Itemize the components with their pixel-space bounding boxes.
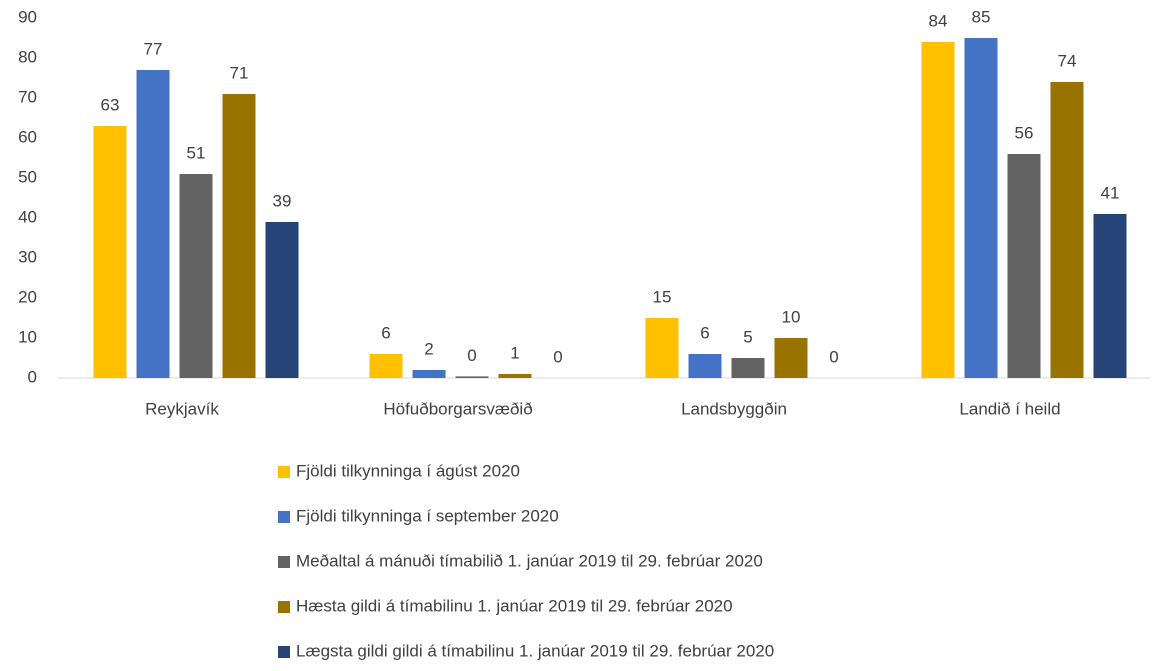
legend-swatch	[278, 556, 290, 568]
data-label: 5	[743, 327, 752, 346]
data-label: 39	[273, 191, 292, 210]
data-label: 0	[553, 347, 562, 366]
data-label: 10	[782, 307, 801, 326]
bar	[412, 370, 446, 378]
bar	[688, 354, 722, 378]
legend-swatch	[278, 601, 290, 613]
data-label: 56	[1015, 123, 1034, 142]
bar	[369, 354, 403, 378]
bar	[774, 338, 808, 378]
x-tick-label: Höfuðborgarsvæðið	[383, 399, 532, 418]
bar	[179, 174, 213, 378]
bar	[1007, 154, 1041, 378]
bar	[1050, 82, 1084, 378]
bar	[222, 94, 256, 378]
bar	[1093, 214, 1127, 378]
y-tick-label: 60	[18, 127, 37, 146]
data-label: 1	[510, 343, 519, 362]
bar	[455, 376, 489, 378]
bar	[93, 126, 127, 378]
legend-swatch	[278, 511, 290, 523]
data-label: 51	[187, 143, 206, 162]
data-label: 41	[1101, 183, 1120, 202]
data-label: 2	[424, 339, 433, 358]
legend-label: Meðaltal á mánuði tímabilið 1. janúar 20…	[296, 551, 763, 570]
data-label: 63	[101, 95, 120, 114]
legend-swatch	[278, 466, 290, 478]
y-tick-label: 70	[18, 87, 37, 106]
bar	[136, 70, 170, 378]
x-tick-label: Landið í heild	[959, 399, 1060, 418]
data-label: 15	[653, 287, 672, 306]
data-label: 74	[1058, 51, 1077, 70]
y-tick-label: 30	[18, 247, 37, 266]
y-tick-label: 80	[18, 47, 37, 66]
y-tick-label: 20	[18, 287, 37, 306]
legend-label: Lægsta gildi gildi á tímabilinu 1. janúa…	[296, 641, 774, 660]
data-label: 71	[230, 63, 249, 82]
bar	[265, 222, 299, 378]
data-label: 85	[972, 7, 991, 26]
data-label: 0	[829, 347, 838, 366]
x-tick-label: Reykjavík	[145, 399, 219, 418]
y-tick-label: 10	[18, 327, 37, 346]
bar	[498, 374, 532, 378]
bar	[731, 358, 765, 378]
legend-swatch	[278, 646, 290, 658]
y-tick-label: 50	[18, 167, 37, 186]
bar	[964, 38, 998, 378]
legend-label: Hæsta gildi á tímabilinu 1. janúar 2019 …	[296, 596, 733, 615]
y-tick-label: 90	[18, 7, 37, 26]
y-tick-label: 40	[18, 207, 37, 226]
legend-label: Fjöldi tilkynninga í ágúst 2020	[296, 461, 520, 480]
bar	[645, 318, 679, 378]
data-label: 77	[144, 39, 163, 58]
data-label: 6	[700, 323, 709, 342]
data-label: 84	[929, 11, 948, 30]
bar	[921, 42, 955, 378]
x-tick-label: Landsbyggðin	[681, 399, 787, 418]
data-label: 6	[381, 323, 390, 342]
y-tick-label: 0	[28, 367, 37, 386]
data-label: 0	[467, 346, 476, 365]
legend-label: Fjöldi tilkynninga í september 2020	[296, 506, 559, 525]
